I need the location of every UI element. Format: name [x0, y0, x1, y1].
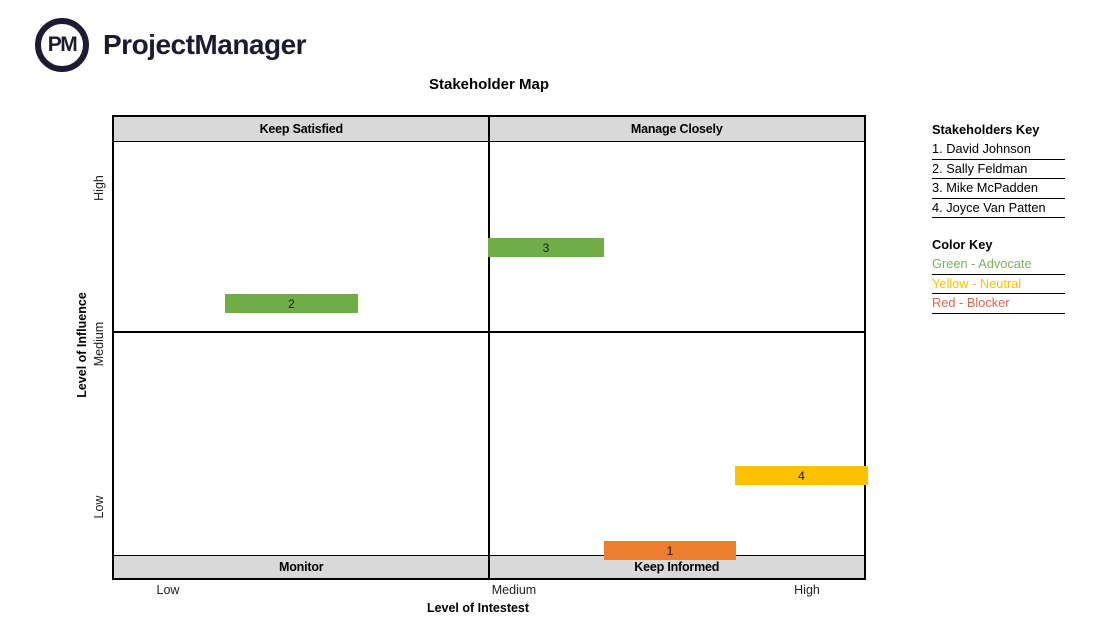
stakeholder-bar-2: 2 — [225, 294, 358, 313]
logo-monogram: PM — [47, 33, 78, 56]
brand-header: PM ProjectManager — [35, 18, 307, 72]
x-axis-title: Level of Intestest — [426, 601, 530, 615]
color-key-item: Red - Blocker — [932, 294, 1065, 314]
quadrant-vertical-divider — [488, 117, 490, 578]
brand-name: ProjectManager — [103, 29, 307, 60]
stakeholder-key-item: 2. Sally Feldman — [932, 160, 1065, 179]
y-axis-title: Level of Influence — [75, 292, 89, 398]
stakeholder-bar-3: 3 — [488, 238, 604, 257]
stakeholder-key-item: 4. Joyce Van Patten — [932, 199, 1065, 218]
x-tick-low: Low — [156, 583, 180, 597]
quadrant-label-keep-satisfied: Keep Satisfied — [114, 117, 490, 141]
y-tick-low: Low — [92, 495, 106, 519]
quadrant-label-manage-closely: Manage Closely — [630, 122, 723, 136]
bar-label: 3 — [542, 240, 550, 255]
color-key-item: Yellow - Neutral — [932, 275, 1065, 294]
bar-label: 2 — [288, 296, 295, 311]
quadrant-horizontal-divider — [114, 331, 864, 333]
bar-label: 1 — [666, 543, 674, 558]
color-key-panel: Color Key Green - Advocate Yellow - Neutr… — [932, 237, 1065, 314]
x-tick-high: High — [794, 583, 820, 597]
quadrant-label-keep-informed: Keep Informed — [634, 560, 720, 574]
bar-label: 4 — [798, 468, 805, 483]
stakeholders-key-panel: Stakeholders Key 1. David Johnson 2. Sall… — [932, 122, 1065, 218]
stakeholders-list: 1. David Johnson 2. Sally Feldman 3. Mike … — [932, 140, 1065, 218]
color-key-item: Green - Advocate — [932, 255, 1065, 275]
y-tick-medium: Medium — [92, 321, 106, 367]
quadrant-label-monitor: Monitor — [114, 556, 490, 578]
color-key-list: Green - Advocate Yellow - Neutral Red - Bl… — [932, 255, 1065, 314]
stakeholders-key-heading: Stakeholders Key — [932, 122, 1040, 137]
stakeholder-key-item: 1. David Johnson — [932, 140, 1065, 160]
stakeholder-bar-4: 4 — [735, 466, 868, 485]
stakeholder-quadrant-chart: Keep Satisfied Manage Closely 1 2 3 4 Monit… — [112, 115, 868, 580]
stakeholder-key-item: 3. Mike McPadden — [932, 179, 1065, 199]
projectmanager-logo-icon: PM — [35, 18, 89, 72]
x-tick-medium: Medium — [491, 583, 537, 597]
y-tick-high: High — [92, 175, 106, 201]
chart-title: Stakeholder Map — [428, 76, 550, 93]
stakeholder-bar-1: 1 — [604, 541, 736, 560]
color-key-heading: Color Key — [932, 237, 993, 252]
